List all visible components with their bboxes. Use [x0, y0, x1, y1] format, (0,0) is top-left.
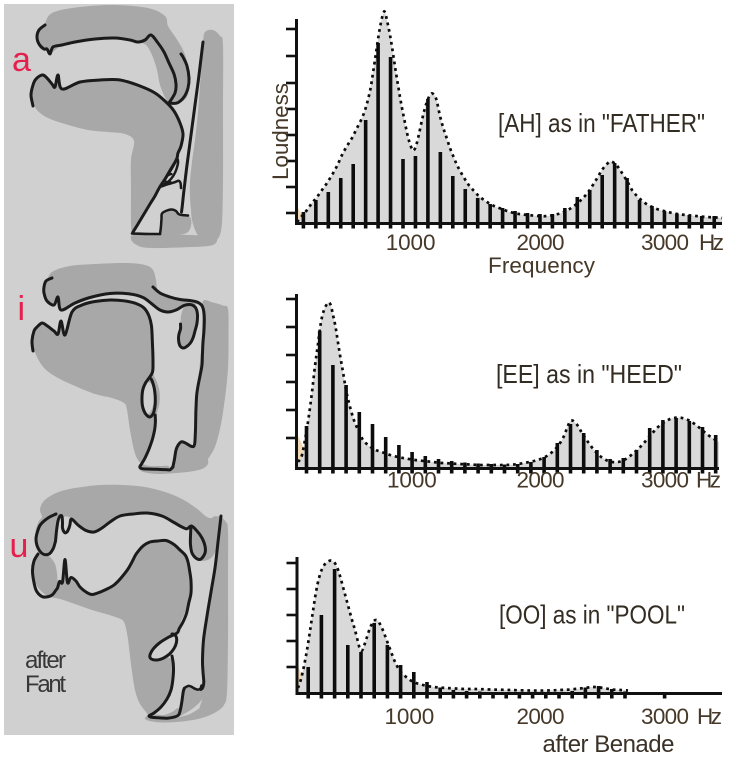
- svg-text:2000: 2000: [517, 704, 565, 729]
- svg-text:[AH] as in "FATHER": [AH] as in "FATHER": [498, 108, 705, 138]
- svg-text:3000: 3000: [641, 230, 689, 255]
- svg-text:Frequency: Frequency: [488, 253, 596, 278]
- svg-text:after Benade: after Benade: [543, 731, 675, 758]
- svg-text:Hz: Hz: [699, 230, 724, 255]
- svg-text:2000: 2000: [517, 468, 565, 493]
- svg-text:Hz: Hz: [696, 468, 721, 493]
- svg-text:Hz: Hz: [697, 704, 722, 729]
- svg-text:1000: 1000: [386, 230, 436, 255]
- svg-text:3000: 3000: [641, 704, 689, 729]
- svg-text:Fant: Fant: [25, 671, 66, 698]
- svg-text:2000: 2000: [517, 230, 565, 255]
- svg-text:u: u: [10, 527, 29, 565]
- svg-text:Loudness: Loudness: [268, 83, 293, 180]
- svg-text:1000: 1000: [387, 468, 437, 493]
- svg-text:i: i: [18, 290, 26, 328]
- svg-text:1000: 1000: [385, 704, 435, 729]
- svg-text:after: after: [25, 647, 66, 674]
- svg-text:[EE] as in "HEED": [EE] as in "HEED": [496, 359, 682, 389]
- svg-text:[OO] as in "POOL": [OO] as in "POOL": [499, 600, 685, 630]
- svg-text:a: a: [12, 41, 31, 79]
- svg-text:3000: 3000: [641, 468, 689, 493]
